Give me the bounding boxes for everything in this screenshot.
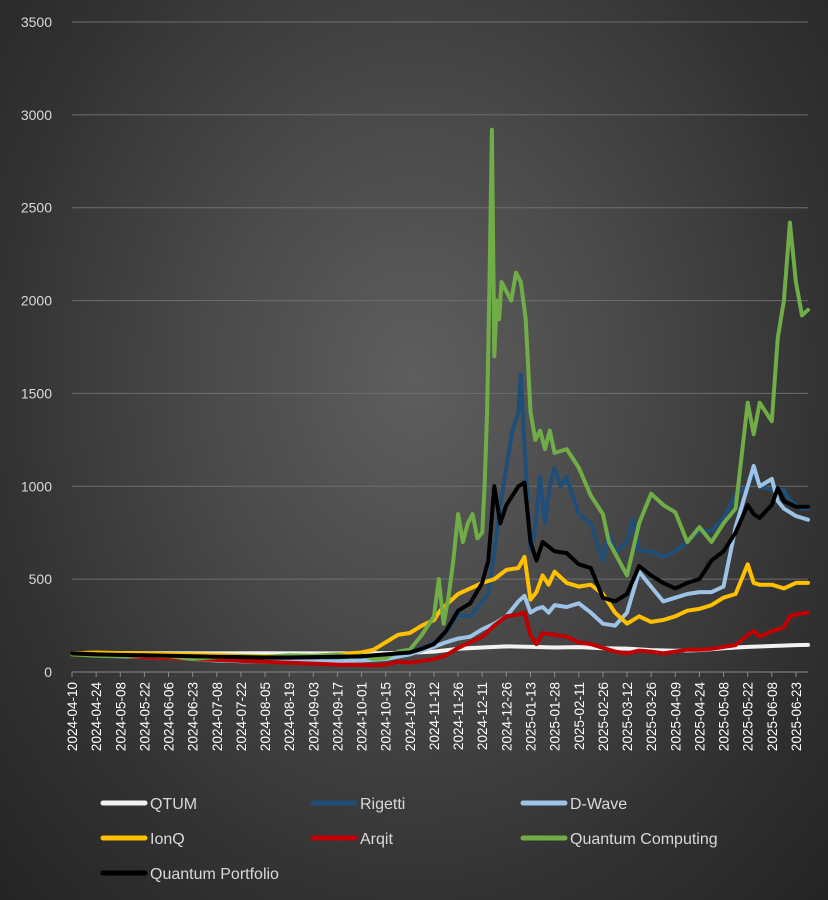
legend-label: Arqit: [360, 831, 393, 848]
x-tick-label: 2024-07-08: [210, 682, 225, 751]
x-tick-label: 2024-06-23: [186, 682, 201, 751]
x-tick-label: 2024-09-03: [306, 682, 321, 751]
x-tick-label: 2024-10-29: [403, 682, 418, 751]
legend: QTUM Rigetti D-Wave IonQ Arqit Quantum Comput…: [100, 796, 718, 883]
y-axis: 0 500 1000 1500 2000 2500 3000 3500: [21, 14, 52, 680]
x-tick-label: 2024-11-12: [427, 682, 442, 750]
x-tick-label: 2025-03-12: [620, 682, 635, 751]
x-tick-label: 2025-06-23: [789, 682, 804, 751]
x-tick-label: 2024-12-11: [475, 682, 490, 750]
x-tick-label: 2025-05-22: [741, 682, 756, 751]
x-tick-label: 2025-01-28: [548, 682, 563, 751]
x-tick-label: 2024-08-05: [258, 682, 273, 751]
x-tick-label: 2024-08-19: [282, 682, 297, 751]
x-tick-label: 2025-01-13: [523, 682, 538, 751]
gridlines: [72, 21, 808, 673]
legend-label: D-Wave: [570, 796, 627, 813]
legend-label: IonQ: [150, 831, 185, 848]
x-tick-label: 2024-06-06: [162, 682, 177, 751]
y-tick-label: 3500: [21, 14, 52, 30]
legend-label: Quantum Portfolio: [150, 866, 279, 883]
x-tick-label: 2024-10-15: [379, 682, 394, 751]
x-axis: 2024-04-10 2024-04-24 2024-05-08 2024-05-22…: [65, 672, 804, 751]
series-lines: [70, 127, 810, 668]
x-tick-label: 2024-10-01: [355, 682, 370, 751]
x-tick-label: 2025-03-26: [644, 682, 659, 751]
legend-label: QTUM: [150, 796, 197, 813]
series-line-d-wave: [70, 463, 810, 664]
x-tick-label: 2024-12-26: [499, 682, 514, 751]
x-tick-label: 2024-04-10: [65, 682, 80, 751]
y-tick-label: 1500: [21, 385, 52, 401]
x-tick-label: 2025-02-11: [572, 682, 587, 750]
y-tick-label: 1000: [21, 478, 52, 494]
x-tick-label: 2025-02-26: [596, 682, 611, 751]
y-tick-label: 0: [44, 664, 52, 680]
x-tick-label: 2024-09-17: [330, 682, 345, 751]
x-tick-label: 2025-04-09: [668, 682, 683, 751]
y-tick-label: 3000: [21, 107, 52, 123]
x-tick-label: 2025-05-08: [717, 682, 732, 751]
x-tick-label: 2024-04-24: [89, 682, 104, 752]
legend-item[interactable]: Arqit: [310, 831, 393, 848]
series-line-quantum-portfolio: [70, 480, 810, 660]
legend-label: Rigetti: [360, 796, 405, 813]
legend-item[interactable]: Rigetti: [310, 796, 405, 813]
y-tick-label: 2000: [21, 293, 52, 309]
x-tick-label: 2025-06-08: [765, 682, 780, 751]
legend-item[interactable]: IonQ: [100, 831, 185, 848]
legend-item[interactable]: D-Wave: [520, 796, 627, 813]
x-tick-label: 2025-04-24: [692, 682, 707, 752]
x-tick-label: 2024-05-22: [137, 682, 152, 751]
y-tick-label: 500: [29, 571, 53, 587]
legend-item[interactable]: Quantum Portfolio: [100, 866, 279, 883]
x-tick-label: 2024-05-08: [113, 682, 128, 751]
series-line-arqit: [70, 610, 810, 668]
series-line-rigetti: [70, 372, 810, 662]
x-tick-label: 2024-11-26: [451, 682, 466, 750]
legend-item[interactable]: QTUM: [100, 796, 197, 813]
x-tick-label: 2024-07-22: [234, 682, 249, 751]
y-tick-label: 2500: [21, 200, 52, 216]
legend-label: Quantum Computing: [570, 831, 718, 848]
legend-item[interactable]: Quantum Computing: [520, 831, 718, 848]
